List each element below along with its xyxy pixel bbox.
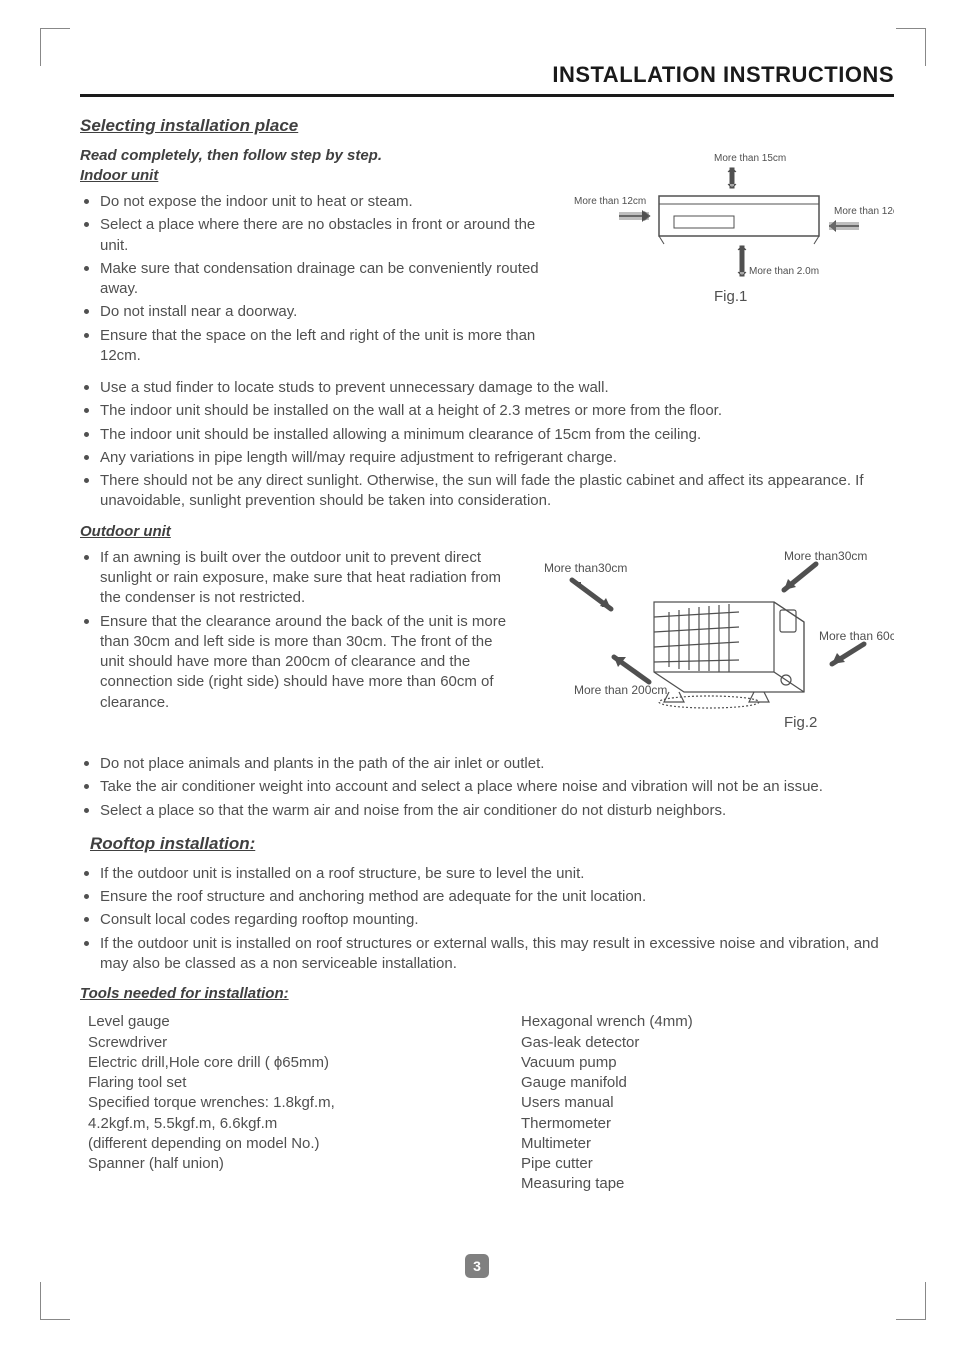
indoor-list-1: Do not expose the indoor unit to heat or… [80,192,548,366]
fig2-caption: Fig.2 [784,714,817,731]
fig1-caption: Fig.1 [714,288,747,305]
read-instruction: Read completely, then follow step by ste… [80,146,548,166]
indoor-b2: Select a place where there are no obstac… [84,215,548,256]
outdoor-list-2: Do not place animals and plants in the p… [80,754,894,821]
indoor-b9: Any variations in pipe length will/may r… [84,448,894,468]
indoor-b6: Use a stud finder to locate studs to pre… [84,378,894,398]
tools-right-col: Hexagonal wrench (4mm) Gas-leak detector… [521,1012,894,1194]
tools-left-col: Level gauge Screwdriver Electric drill,H… [88,1012,461,1194]
indoor-list-2: Use a stud finder to locate studs to pre… [80,378,894,512]
page-number: 3 [465,1254,489,1278]
outdoor-b3: Do not place animals and plants in the p… [84,754,894,774]
indoor-b5: Ensure that the space on the left and ri… [84,326,548,367]
rooftop-b1: If the outdoor unit is installed on a ro… [84,864,894,884]
fig2-tl-label: More than30cm [544,561,627,575]
outdoor-b2: Ensure that the clearance around the bac… [84,612,518,713]
indoor-b1: Do not expose the indoor unit to heat or… [84,192,548,212]
indoor-b7: The indoor unit should be installed on t… [84,401,894,421]
outdoor-b1: If an awning is built over the outdoor u… [84,548,518,609]
rooftop-list: If the outdoor unit is installed on a ro… [80,864,894,974]
crop-mark-bl [40,1282,70,1320]
outdoor-unit-title: Outdoor unit [80,522,894,542]
selecting-place-title: Selecting installation place [80,115,894,138]
indoor-unit-title: Indoor unit [80,166,548,186]
crop-mark-br [896,1282,926,1320]
fig2-front-label: More than 200cm [574,683,667,697]
fig1-left-label: More than 12cm [574,196,646,207]
crop-mark-tr [896,28,926,66]
tools-title: Tools needed for installation: [80,984,894,1004]
rooftop-b4: If the outdoor unit is installed on roof… [84,934,894,975]
page-header: INSTALLATION INSTRUCTIONS [80,60,894,97]
indoor-b10: There should not be any direct sunlight.… [84,471,894,512]
outdoor-list-1: If an awning is built over the outdoor u… [80,548,518,713]
fig1-right-label: More than 12cm [834,206,894,217]
fig1-top-label: More than 15cm [714,153,786,164]
figure-2: More than30cm More than30cm More than 60… [534,542,894,748]
outdoor-b5: Select a place so that the warm air and … [84,801,894,821]
indoor-b8: The indoor unit should be installed allo… [84,425,894,445]
rooftop-title: Rooftop installation: [90,833,894,856]
fig1-bottom-label: More than 2.0m [749,266,819,277]
crop-mark-tl [40,28,70,66]
rooftop-b2: Ensure the roof structure and anchoring … [84,887,894,907]
fig2-tr-label: More than30cm [784,549,867,563]
indoor-b3: Make sure that condensation drainage can… [84,259,548,300]
figure-1: More than 15cm More than 12cm More than … [564,146,894,373]
rooftop-b3: Consult local codes regarding rooftop mo… [84,910,894,930]
fig2-right-label: More than 60cm [819,629,894,643]
outdoor-b4: Take the air conditioner weight into acc… [84,777,894,797]
indoor-b4: Do not install near a doorway. [84,302,548,322]
